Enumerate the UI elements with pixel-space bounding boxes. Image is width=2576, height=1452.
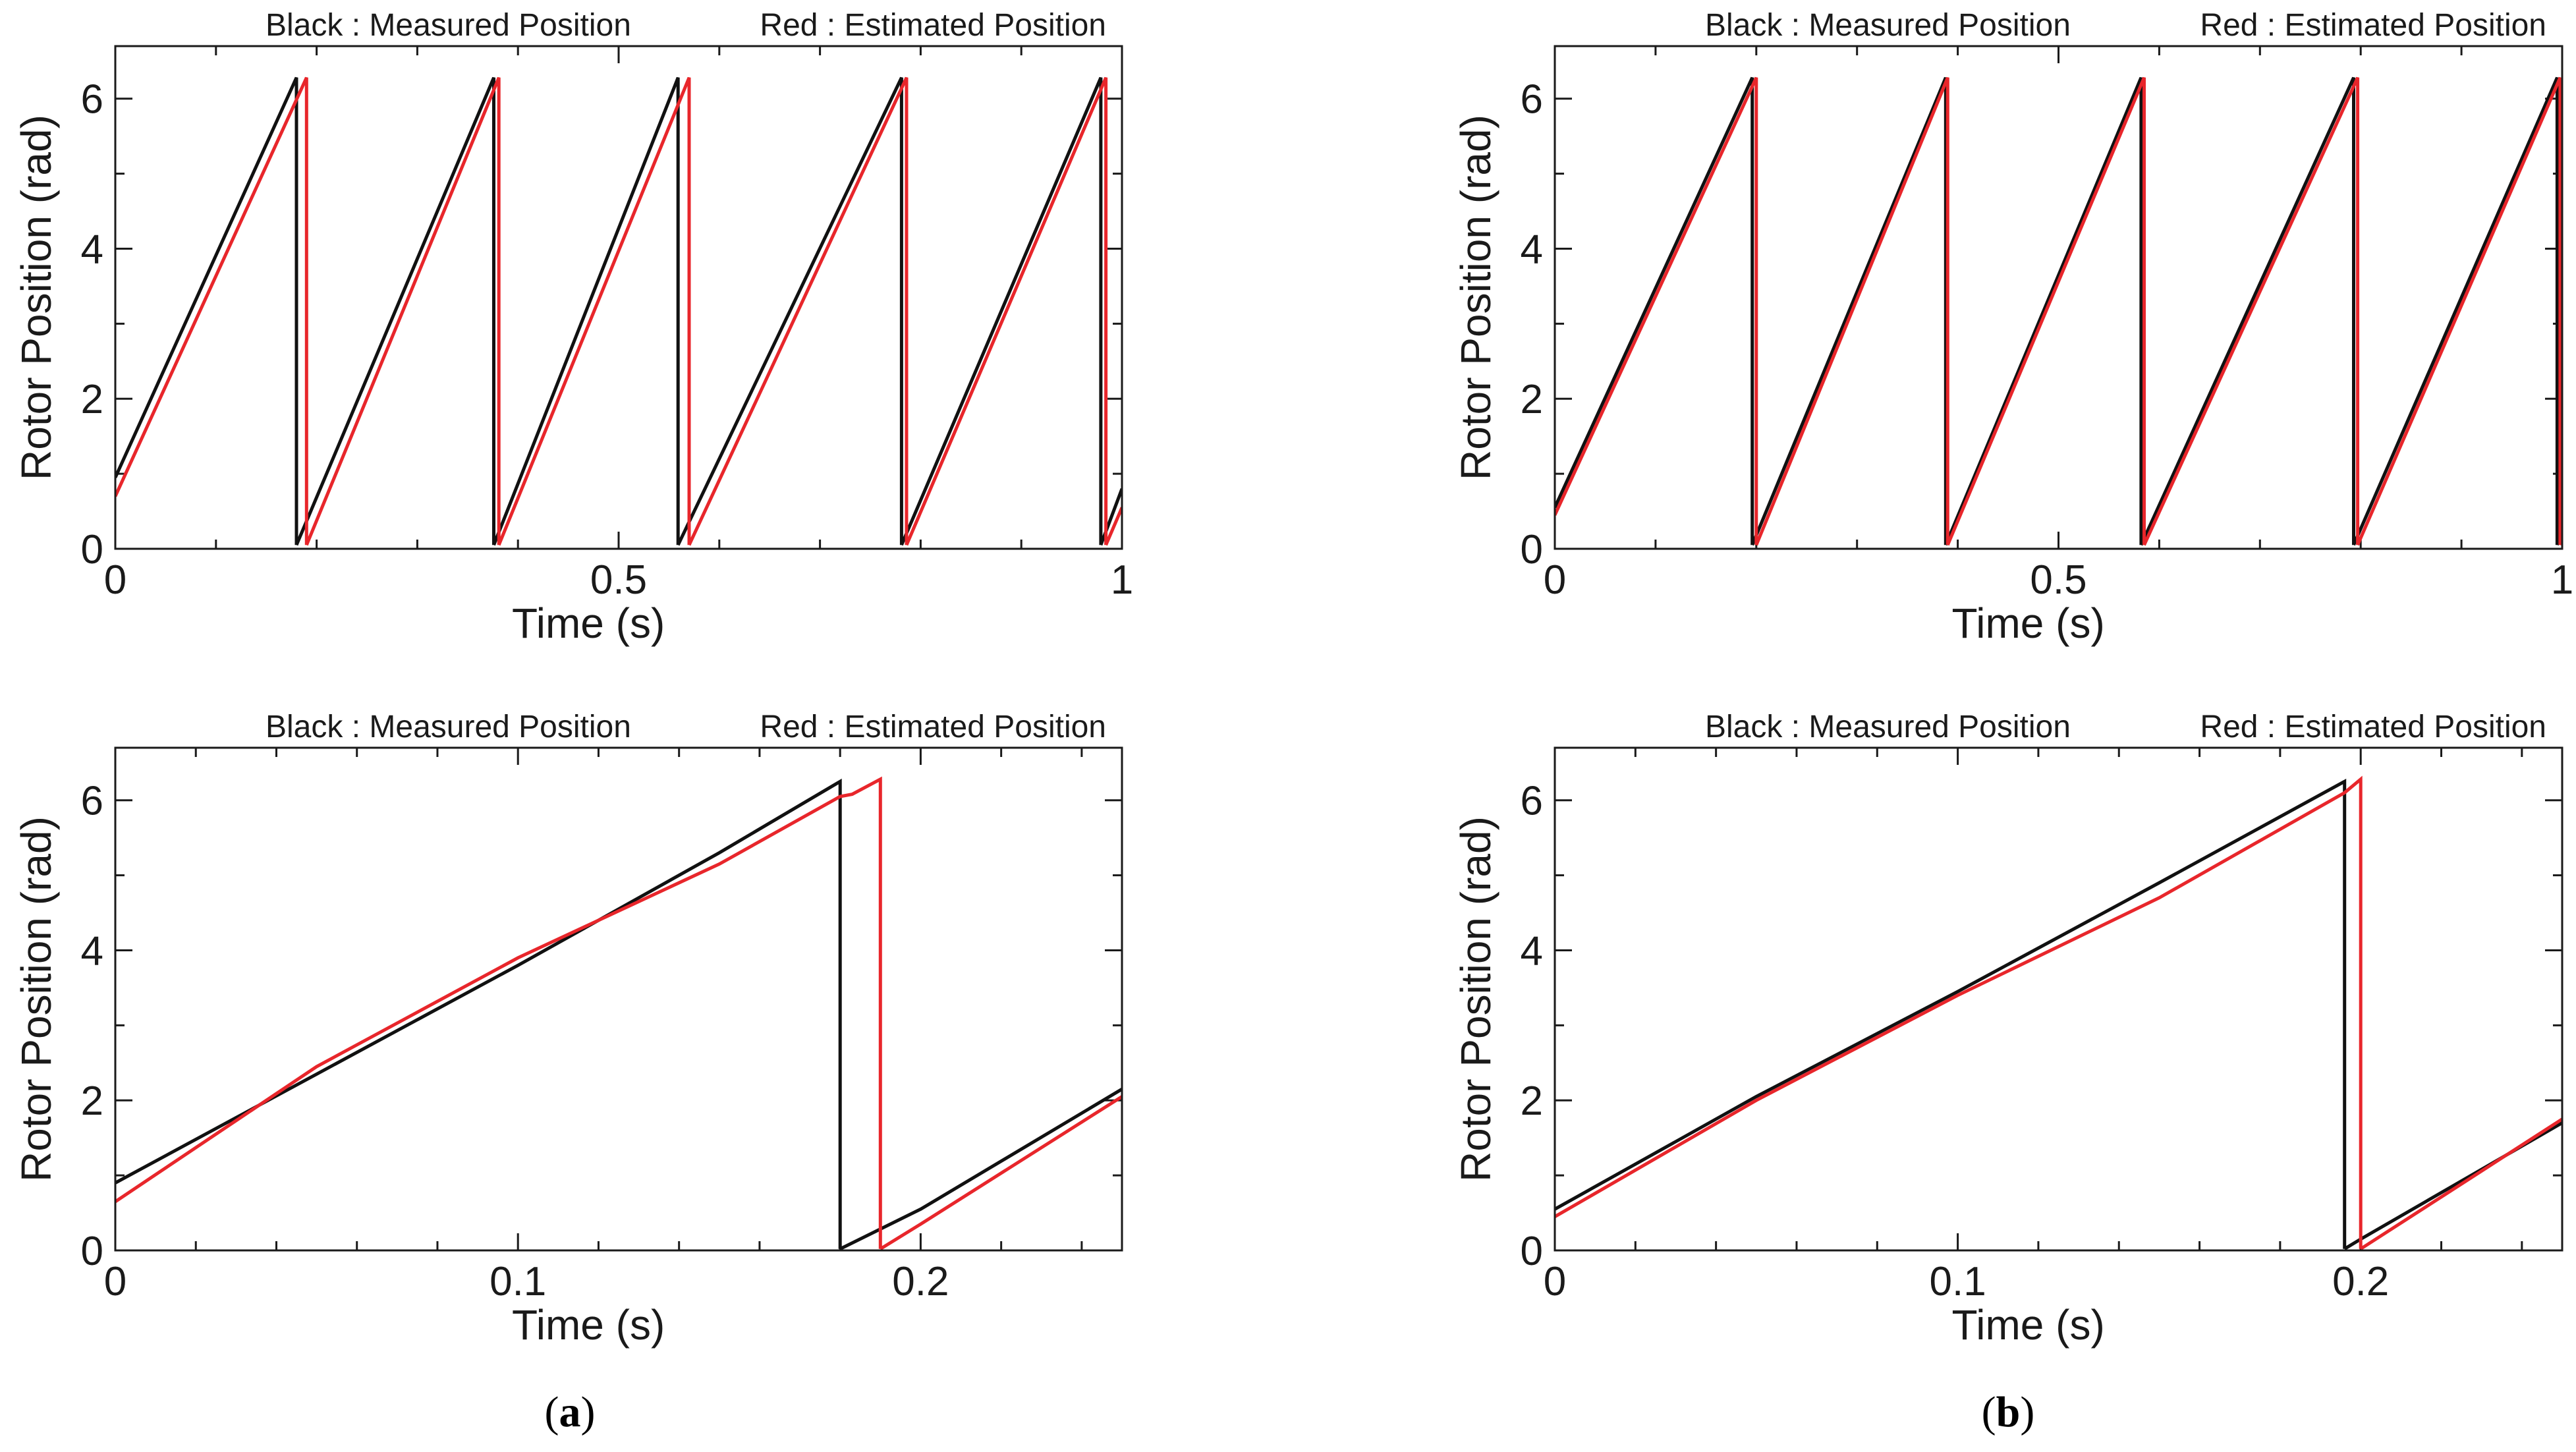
chart-b-top-y-axis-label: Rotor Position (rad) bbox=[1452, 115, 1499, 480]
chart-a-bottom-y-tick-label: 0 bbox=[81, 1229, 103, 1274]
chart-a-top-y-axis-label: Rotor Position (rad) bbox=[13, 115, 60, 480]
chart-b-top-x-axis-label: Time (s) bbox=[1952, 600, 2105, 647]
chart-a-top-y-tick-label: 4 bbox=[81, 227, 103, 272]
chart-a-top-plot-frame bbox=[114, 45, 1123, 550]
chart-a-top-legend-estimated: Red : Estimated Position bbox=[760, 8, 1106, 43]
chart-b-top-plot-frame bbox=[1554, 45, 2563, 550]
chart-a-top: 0 0.5 1 0 2 4 6 Black : Measured Position Red : … bbox=[13, 8, 1133, 647]
panels: 0 0.5 1 0 2 4 6 Black : Measured Position Red : … bbox=[13, 8, 2573, 1349]
chart-b-top-x-tick-label: 0.5 bbox=[2030, 557, 2086, 603]
chart-b-bottom-legend-estimated: Red : Estimated Position bbox=[2200, 710, 2546, 744]
chart-b-top-x-tick-label: 1 bbox=[2551, 557, 2573, 603]
chart-b-bottom-y-axis-label: Rotor Position (rad) bbox=[1452, 816, 1499, 1182]
chart-b-bottom-x-tick-label: 0.1 bbox=[1929, 1259, 1986, 1304]
chart-a-bottom-x-tick-label: 0 bbox=[104, 1259, 126, 1304]
chart-a-bottom-y-tick-label: 4 bbox=[81, 928, 103, 974]
chart-a-top-y-tick-label: 6 bbox=[81, 77, 103, 123]
chart-a-top-x-tick-label: 1 bbox=[1111, 557, 1133, 603]
chart-a-bottom-legend-estimated: Red : Estimated Position bbox=[760, 710, 1106, 744]
chart-b-top-x-tick-label: 0 bbox=[1544, 557, 1566, 603]
chart-a-bottom-plot-frame bbox=[114, 746, 1123, 1252]
chart-a-top-series-measured-line bbox=[115, 76, 1122, 546]
chart-b-top-legend-estimated: Red : Estimated Position bbox=[2200, 8, 2546, 43]
chart-a-top-legend-measured: Black : Measured Position bbox=[266, 8, 631, 43]
chart-b-top: 0 0.5 1 0 2 4 6 Black : Measured Position Red : … bbox=[1452, 8, 2573, 647]
chart-b-bottom: 0 0.1 0.2 0 2 4 6 Black : Measured Position Red … bbox=[1452, 710, 2563, 1349]
chart-b-top-legend-measured: Black : Measured Position bbox=[1705, 8, 2071, 43]
chart-b-top-series-measured-line bbox=[1555, 76, 2562, 546]
chart-b-top-y-tick-label: 0 bbox=[1521, 527, 1543, 572]
caption-a: (a) bbox=[545, 1388, 596, 1436]
chart-b-bottom-series-estimated-line bbox=[1555, 775, 2562, 1250]
chart-a-bottom-legend-measured: Black : Measured Position bbox=[266, 710, 631, 744]
chart-a-bottom-y-axis-label: Rotor Position (rad) bbox=[13, 816, 60, 1182]
chart-b-top-series-estimated-line bbox=[1555, 76, 2562, 546]
chart-b-bottom-plot-frame bbox=[1554, 746, 2563, 1252]
chart-a-top-x-axis-label: Time (s) bbox=[512, 600, 665, 647]
chart-b-top-y-tick-label: 2 bbox=[1521, 377, 1543, 422]
chart-a-bottom-x-axis-label: Time (s) bbox=[512, 1301, 665, 1349]
chart-a-top-x-tick-label: 0 bbox=[104, 557, 126, 603]
chart-b-top-y-tick-label: 6 bbox=[1521, 77, 1543, 123]
chart-a-top-y-tick-label: 0 bbox=[81, 527, 103, 572]
chart-b-bottom-legend-measured: Black : Measured Position bbox=[1705, 710, 2071, 744]
chart-b-bottom-x-tick-label: 0 bbox=[1544, 1259, 1566, 1304]
chart-b-bottom-y-tick-label: 6 bbox=[1521, 779, 1543, 824]
chart-a-bottom-y-tick-label: 2 bbox=[81, 1078, 103, 1124]
chart-a-bottom-x-tick-label: 0.2 bbox=[892, 1259, 949, 1304]
chart-a-top-series-estimated-line bbox=[115, 76, 1122, 546]
chart-a-top-series-group bbox=[115, 76, 1122, 546]
chart-b-bottom-y-tick-label: 0 bbox=[1521, 1229, 1543, 1274]
chart-a-bottom: 0 0.1 0.2 0 2 4 6 Black : Measured Position Red … bbox=[13, 710, 1123, 1349]
chart-b-bottom-x-axis-label: Time (s) bbox=[1952, 1301, 2105, 1349]
chart-b-top-y-tick-label: 4 bbox=[1521, 227, 1543, 272]
chart-a-top-y-tick-label: 2 bbox=[81, 377, 103, 422]
chart-a-bottom-series-estimated-line bbox=[115, 776, 1122, 1250]
chart-b-bottom-y-tick-label: 2 bbox=[1521, 1078, 1543, 1124]
chart-b-bottom-x-tick-label: 0.2 bbox=[2332, 1259, 2389, 1304]
chart-a-bottom-series-group bbox=[115, 776, 1122, 1250]
chart-a-bottom-x-tick-label: 0.1 bbox=[490, 1259, 546, 1304]
chart-a-bottom-y-tick-label: 6 bbox=[81, 779, 103, 824]
chart-b-bottom-series-group bbox=[1555, 775, 2562, 1250]
chart-b-bottom-y-tick-label: 4 bbox=[1521, 928, 1543, 974]
chart-b-top-series-group bbox=[1555, 76, 2562, 546]
chart-a-bottom-series-measured-line bbox=[115, 778, 1122, 1250]
caption-b: (b) bbox=[1982, 1388, 2035, 1436]
chart-a-top-x-tick-label: 0.5 bbox=[590, 557, 647, 603]
